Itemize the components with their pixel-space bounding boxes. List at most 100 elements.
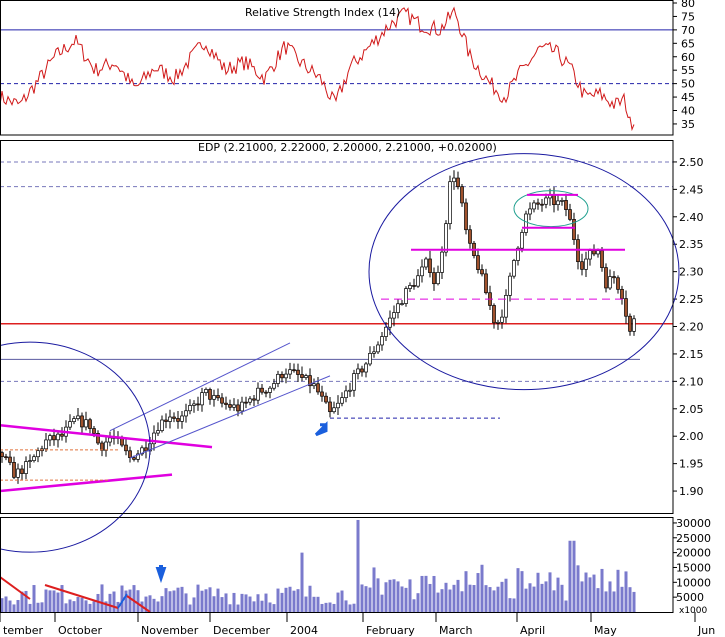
volume-bar — [588, 577, 592, 612]
candle-body — [556, 200, 560, 206]
candle-body — [600, 250, 604, 268]
candle-body — [388, 317, 392, 328]
candle-body — [4, 456, 8, 459]
rsi-tick-label: 45 — [681, 91, 695, 104]
candle-body — [544, 197, 548, 205]
triangle-lower-line — [0, 473, 173, 493]
volume-bar — [624, 571, 628, 612]
volume-bar — [56, 592, 60, 612]
candle-body — [284, 373, 288, 379]
volume-trend-line — [126, 595, 151, 613]
volume-tick-label: 15000 — [676, 561, 711, 574]
volume-bar — [568, 540, 572, 612]
volume-bar — [240, 593, 244, 612]
candle-body — [396, 303, 400, 313]
candle-body — [608, 276, 612, 289]
candle-body — [184, 410, 188, 417]
volume-bar — [516, 568, 520, 612]
volume-bar — [124, 590, 128, 612]
volume-bar — [448, 589, 452, 612]
volume-bar — [164, 588, 168, 612]
volume-bar — [304, 596, 308, 612]
candle-body — [612, 276, 616, 279]
volume-bar — [496, 586, 500, 612]
volume-bar — [172, 590, 176, 612]
price-tick-label: 2.20 — [679, 321, 704, 334]
candle-body — [552, 194, 556, 206]
volume-bar — [8, 600, 12, 612]
volume-tick-label: 25000 — [676, 532, 711, 545]
rsi-tick-label: 50 — [681, 78, 695, 91]
candle-body — [540, 203, 544, 206]
volume-bar — [76, 596, 80, 612]
candle-body — [532, 202, 536, 210]
price-tick-label: 2.00 — [679, 430, 704, 443]
volume-bar — [224, 593, 228, 612]
x-axis-label: October — [58, 624, 102, 637]
volume-bar — [580, 581, 584, 612]
candle-body — [216, 395, 220, 399]
candle-body — [180, 415, 184, 422]
rsi-tick-label: 60 — [681, 51, 695, 64]
volume-bar — [524, 588, 528, 612]
volume-bar — [336, 592, 340, 612]
volume-bar — [260, 600, 264, 612]
volume-bar — [380, 594, 384, 612]
volume-bar — [576, 565, 580, 612]
volume-bar — [620, 586, 624, 612]
candle-body — [308, 375, 312, 387]
volume-trend-line — [44, 584, 119, 609]
volume-bar — [504, 578, 508, 612]
price-tick-label: 2.50 — [679, 156, 704, 169]
rsi-tick-label: 40 — [681, 105, 695, 118]
volume-bar — [188, 604, 192, 612]
candle-body — [564, 200, 568, 210]
volume-bar — [632, 591, 636, 612]
candle-body — [300, 374, 304, 378]
volume-bar — [176, 587, 180, 612]
volume-bar — [552, 590, 556, 612]
volume-bar — [128, 589, 132, 612]
rsi-panel-header: Relative Strength Index (14) — [245, 6, 400, 19]
volume-bar — [388, 579, 392, 612]
volume-bar — [44, 589, 48, 612]
volume-bar — [508, 598, 512, 612]
x-axis-label: February — [366, 624, 415, 637]
candle-body — [624, 298, 628, 317]
candle-body — [268, 387, 272, 393]
volume-bar — [456, 579, 460, 612]
volume-bar — [228, 604, 232, 612]
candle-body — [468, 229, 472, 244]
volume-bar — [32, 585, 36, 612]
candle-body — [92, 428, 96, 434]
candle-body — [492, 305, 496, 324]
candle-body — [304, 375, 308, 378]
candle-body — [464, 202, 468, 231]
volume-bar — [548, 572, 552, 612]
volume-bar — [464, 571, 468, 612]
price-tick-label: 1.90 — [679, 485, 704, 498]
volume-bar — [12, 604, 16, 612]
volume-bar — [376, 578, 380, 612]
candle-body — [60, 433, 64, 437]
volume-bar — [480, 564, 484, 612]
volume-trend-line — [0, 576, 31, 600]
candle-body — [496, 321, 500, 324]
volume-bar — [72, 601, 76, 612]
candle-body — [252, 398, 256, 401]
candle-body — [228, 404, 232, 408]
volume-bar — [500, 581, 504, 612]
volume-bar — [100, 584, 104, 612]
candle-body — [44, 439, 48, 450]
candle-body — [212, 395, 216, 400]
candle-body — [504, 294, 508, 318]
rsi-line — [0, 6, 635, 132]
candle-body — [108, 437, 112, 443]
volume-bar — [312, 596, 316, 612]
candle-body — [348, 389, 352, 392]
candle-body — [440, 251, 444, 273]
volume-bar — [148, 595, 152, 612]
price-tick-label: 2.05 — [679, 403, 704, 416]
candle-body — [444, 223, 448, 253]
candle-body — [568, 209, 572, 220]
